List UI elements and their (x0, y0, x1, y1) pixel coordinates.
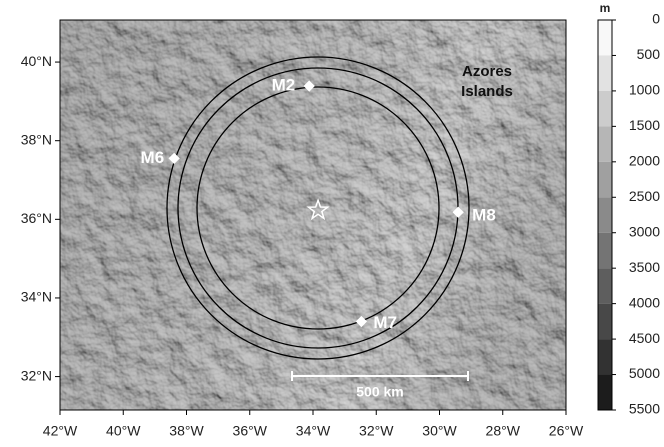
distance-rings (166, 56, 470, 360)
colorbar-segment (598, 20, 612, 56)
colorbar-segment (598, 90, 612, 127)
station-marker (355, 315, 368, 328)
station-marker (452, 206, 464, 218)
station-label: M8 (472, 206, 496, 225)
colorbar-frame (597, 19, 613, 411)
colorbar-label: 3000 (629, 223, 660, 239)
colorbar-segment (598, 55, 612, 91)
station-label: M7 (373, 313, 397, 332)
y-tick-label: 38°N (21, 131, 52, 147)
colorbar-label: 0 (652, 11, 660, 27)
y-tick-label: 32°N (21, 367, 52, 383)
colorbar-label: 5000 (629, 365, 660, 381)
colorbar-label: 4500 (629, 330, 660, 346)
colorbar-segment (598, 232, 612, 269)
station-marker (168, 152, 180, 165)
colorbar-label: 5500 (629, 401, 660, 417)
x-tick-label: 26°W (549, 423, 584, 439)
station-label: M6 (141, 148, 165, 167)
x-tick-label: 30°W (422, 423, 457, 439)
colorbar-segment (598, 161, 612, 198)
x-tick-label: 28°W (486, 423, 521, 439)
scale-bar-label: 500 km (356, 384, 403, 400)
x-tick-label: 40°W (106, 423, 141, 439)
colorbar-unit: m (600, 1, 611, 15)
epicenter (306, 197, 330, 221)
colorbar-label: 2000 (629, 153, 660, 169)
y-tick-label: 40°N (21, 53, 52, 69)
colorbar-label: 1500 (629, 117, 660, 133)
islands-label: Azores (462, 63, 512, 80)
x-tick-label: 42°W (43, 423, 78, 439)
station-label: M2 (272, 76, 296, 95)
colorbar-segment (598, 268, 612, 304)
colorbar-segment (598, 197, 612, 233)
colorbar-segment (598, 339, 612, 375)
colorbar-label: 500 (637, 46, 661, 62)
colorbar-label: 4000 (629, 294, 660, 310)
y-tick-label: 34°N (21, 289, 52, 305)
x-tick-label: 32°W (359, 423, 394, 439)
colorbar-segment (598, 126, 612, 162)
colorbar-segment (598, 303, 612, 340)
colorbar-segment (598, 374, 612, 410)
islands-label: Islands (461, 83, 513, 100)
x-tick-label: 34°W (296, 423, 331, 439)
x-tick-label: 36°W (233, 423, 268, 439)
colorbar-label: 1000 (629, 82, 660, 98)
x-tick-label: 38°W (169, 423, 204, 439)
colorbar-label: 3500 (629, 259, 660, 275)
colorbar-label: 2500 (629, 188, 660, 204)
y-tick-label: 36°N (21, 210, 52, 226)
